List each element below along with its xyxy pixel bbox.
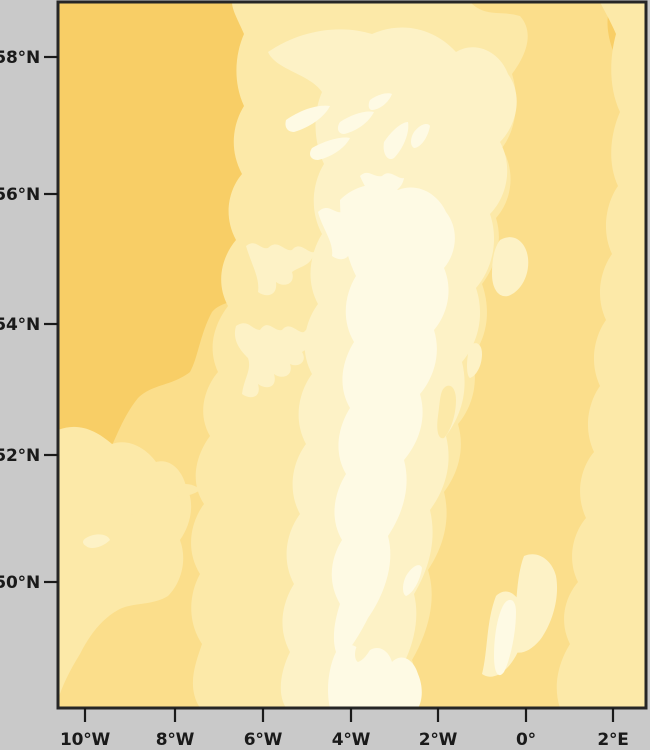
contour-speck-4 [83,534,110,548]
x-tick-marks [83,708,615,722]
contour-speck-5 [243,468,278,482]
contour-level-2-southwest [58,426,192,700]
contour-level-0-streak-5 [383,122,409,160]
contour-level-2-east [556,2,646,708]
contour-level-0-north-fingers-2 [360,172,404,209]
contour-speck-6 [355,635,374,662]
contour-level-0-streak-1 [285,105,330,132]
contour-level-1-southeast-lobe [510,554,558,653]
contour-level-0-mid-streak [403,565,422,596]
contour-level-0-north-fingers [318,207,390,260]
x-tick-label-10W: 10°W [59,730,111,750]
y-tick-label-52: 52°N [0,446,40,466]
contour-level-2-west-lobe [58,555,104,627]
x-tick-label-8W: 8°W [155,730,195,750]
y-tick-label-58: 58°N [0,48,40,68]
contour-speck-3 [121,501,154,515]
contour-level-0-east-streak [494,599,516,676]
y-tick-label-56: 56°N [0,185,40,205]
x-tick-label-2E: 2°E [597,730,629,750]
contour-level-1-mid-east-patch [492,237,529,297]
y-tick-label-54: 54°N [0,315,40,335]
y-tick-marks [44,55,58,584]
contour-fill-layer [58,2,646,708]
contour-level-0-streak-4 [368,93,392,110]
contour-level-1-fingers [234,323,326,398]
x-tick-label-4W: 4°W [331,730,371,750]
contour-level-1-fingers-2 [246,243,314,296]
contour-level-0-streak-3 [310,137,350,160]
contour-level-0-south-bulge [328,644,422,708]
x-tick-label-2W: 2°W [418,730,458,750]
x-tick-label-6W: 6°W [243,730,283,750]
contour-level-0-core [331,184,455,660]
contour-level-0-streak-2 [337,111,374,134]
x-tick-label-0: 0° [516,730,536,750]
contour-speck-7 [467,343,482,378]
y-tick-label-50: 50°N [0,573,40,593]
contour-level-0-streak-6 [411,124,430,148]
contour-speck-2 [167,483,200,497]
contour-speck-1 [437,385,456,439]
